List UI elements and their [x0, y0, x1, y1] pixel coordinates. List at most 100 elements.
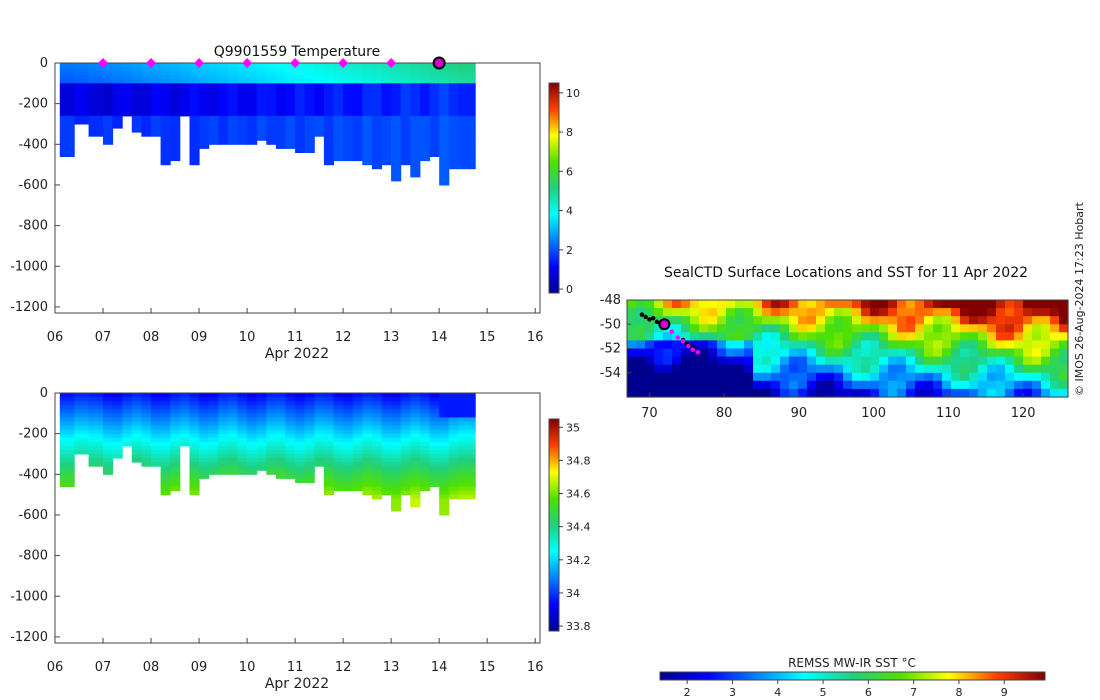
salinity-profiles — [59, 393, 476, 516]
sst-cell — [861, 372, 871, 382]
profile-cell — [208, 75, 219, 80]
profile-cell — [333, 140, 344, 145]
profile-cell — [141, 124, 152, 129]
sst-cell — [663, 380, 673, 390]
sst-cell — [834, 300, 844, 309]
profile-cell — [371, 413, 382, 418]
profile-cell — [285, 417, 296, 422]
sst-cell — [1032, 340, 1042, 350]
profile-cell — [323, 136, 334, 141]
profile-cell — [266, 63, 277, 68]
map-y-ticks: -48-50-52-54 — [600, 293, 631, 381]
profile-cell — [256, 433, 267, 439]
profile-cell — [352, 71, 363, 76]
profile-cell — [323, 148, 334, 153]
profile-cell — [218, 437, 229, 443]
profile-cell — [247, 119, 258, 125]
profile-cell — [103, 115, 114, 121]
sst-cell — [771, 388, 781, 398]
sst-cell — [1041, 300, 1051, 309]
sst-cell — [969, 332, 979, 341]
profile-cell — [74, 437, 90, 443]
profile-cell — [199, 466, 210, 471]
profile-cell — [247, 466, 258, 471]
profile-cell — [448, 71, 459, 76]
sst-cell — [906, 324, 916, 333]
profile-cell — [208, 140, 219, 145]
profile-cell — [275, 87, 286, 92]
sst-cell — [753, 348, 763, 358]
profile-cell — [208, 458, 219, 463]
profile-cell — [420, 458, 431, 463]
profile-cell — [429, 405, 440, 410]
profile-cell — [439, 160, 450, 166]
profile-cell — [237, 132, 248, 137]
profile-cell — [458, 405, 476, 410]
profile-cell — [343, 115, 354, 121]
profile-cell — [323, 397, 334, 402]
profile-cell — [439, 91, 450, 97]
sst-map-field — [627, 300, 1069, 398]
profile-cell — [343, 437, 354, 443]
profile-cell — [333, 433, 344, 439]
profile-cell — [208, 421, 219, 427]
profile-cell — [208, 454, 219, 459]
sst-cell — [726, 364, 736, 374]
profile-cell — [285, 79, 296, 84]
profile-cell — [208, 466, 219, 471]
profile-cell — [266, 401, 277, 406]
profile-cell — [179, 425, 190, 431]
sst-cell — [996, 332, 1006, 341]
profile-cell — [352, 425, 363, 431]
profile-cell — [400, 413, 411, 418]
profile-cell — [199, 128, 210, 133]
profile-cell — [179, 79, 190, 84]
profile-cell — [256, 413, 267, 418]
profile-cell — [208, 462, 219, 467]
profile-cell — [439, 393, 450, 398]
profile-cell — [112, 405, 123, 410]
profile-cell — [458, 132, 476, 137]
sst-cell — [870, 388, 880, 398]
profile-cell — [391, 482, 402, 487]
profile-cell — [429, 470, 440, 475]
profile-cell — [439, 458, 450, 463]
profile-cell — [122, 103, 133, 109]
profile-cell — [285, 474, 296, 479]
profile-cell — [237, 71, 248, 76]
profile-cell — [391, 502, 402, 508]
profile-cell — [391, 99, 402, 105]
profile-cell — [160, 401, 171, 406]
profile-cell — [371, 490, 382, 496]
profile-cell — [333, 115, 344, 121]
profile-cell — [256, 99, 267, 105]
profile-cell — [160, 393, 171, 398]
sst-cell — [789, 332, 799, 341]
sst-cell — [798, 388, 808, 398]
profile-cell — [59, 83, 75, 88]
profile-cell — [352, 79, 363, 84]
profile-cell — [59, 107, 75, 113]
sst-cell — [1005, 332, 1015, 341]
profile-cell — [343, 148, 354, 153]
profile-cell — [323, 482, 334, 487]
profile-cell — [333, 83, 344, 88]
sst-cell — [654, 300, 664, 309]
colorbar-tick-label: 10 — [566, 87, 580, 100]
y-tick-label: -1200 — [10, 300, 48, 315]
sst-cell — [870, 324, 880, 333]
sst-cell — [906, 364, 916, 374]
profile-cell — [208, 405, 219, 410]
profile-cell — [458, 482, 476, 487]
profile-cell — [458, 437, 476, 443]
sst-cell — [942, 364, 952, 374]
profile-cell — [247, 136, 258, 141]
profile-cell — [410, 83, 421, 88]
profile-cell — [103, 95, 114, 101]
profile-cell — [371, 397, 382, 402]
sst-cell — [681, 300, 691, 309]
sst-cell — [933, 300, 943, 309]
sst-cell — [708, 372, 718, 382]
sst-cell — [699, 340, 709, 350]
sst-cell — [951, 348, 961, 358]
